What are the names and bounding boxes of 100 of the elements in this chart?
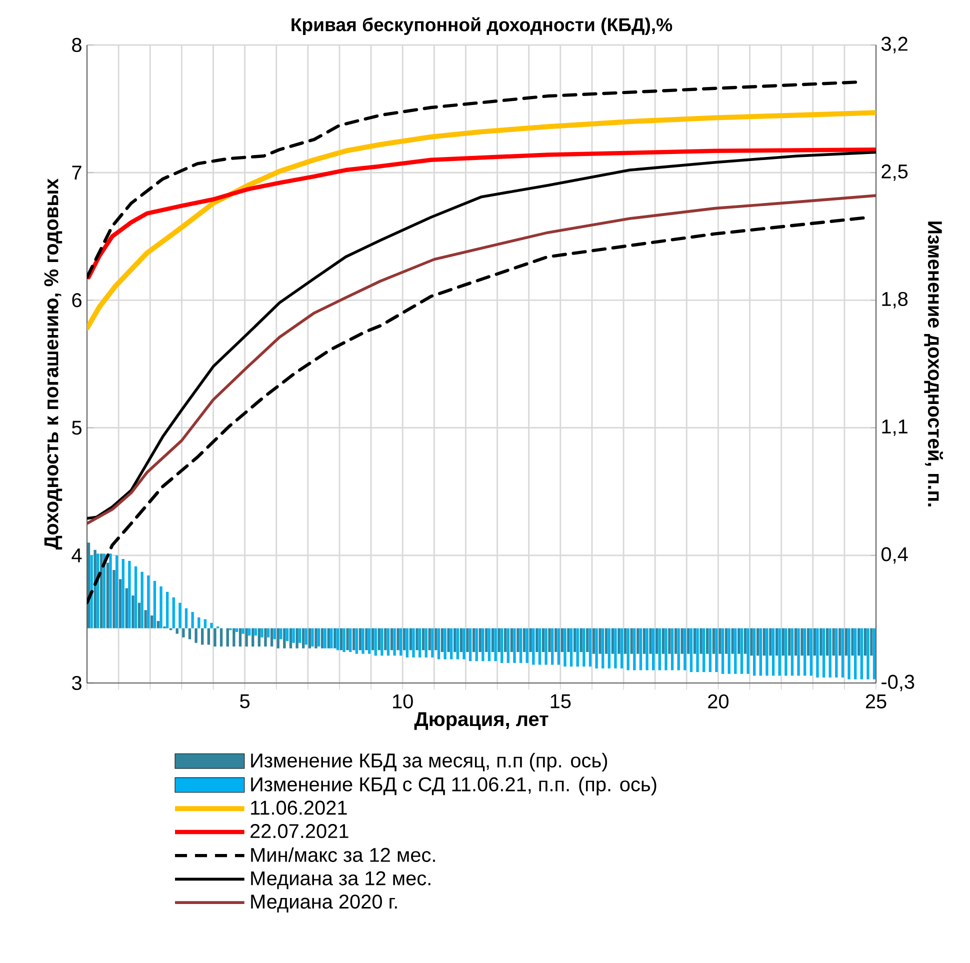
- bar: [468, 628, 472, 662]
- bar: [784, 628, 788, 676]
- bar: [437, 628, 440, 660]
- bar: [188, 628, 192, 640]
- bar: [431, 628, 434, 658]
- bar: [266, 628, 270, 638]
- bar: [706, 628, 709, 654]
- x-tick-label: 15: [550, 694, 571, 708]
- bar: [576, 628, 579, 667]
- bar: [498, 628, 500, 652]
- bar: [519, 628, 522, 663]
- bar: [242, 628, 244, 634]
- bar: [872, 628, 876, 680]
- bar: [296, 628, 298, 648]
- bar: [500, 628, 504, 663]
- bar: [462, 628, 466, 660]
- bar: [194, 628, 198, 643]
- y2-tick-label: 1,8: [882, 292, 908, 308]
- bar: [762, 628, 766, 656]
- bar: [355, 628, 358, 654]
- bar: [264, 628, 267, 647]
- bar: [160, 586, 162, 628]
- bar: [214, 628, 216, 647]
- bar: [690, 628, 693, 672]
- bar: [624, 628, 627, 654]
- bar: [604, 628, 608, 654]
- bar: [466, 628, 469, 652]
- y-tick-label: 8: [72, 38, 82, 52]
- bar: [731, 628, 734, 654]
- bar: [144, 610, 147, 628]
- bar: [712, 628, 715, 654]
- bar: [94, 550, 96, 628]
- bar: [510, 628, 513, 652]
- bar: [371, 628, 374, 650]
- bar: [542, 628, 545, 652]
- bar: [362, 628, 364, 654]
- bar: [756, 628, 760, 656]
- bar: [646, 628, 648, 670]
- bar: [252, 628, 254, 647]
- x-tick-label: 25: [866, 694, 886, 708]
- bar: [232, 628, 236, 647]
- bar: [778, 628, 781, 676]
- bar: [150, 616, 154, 628]
- bar: [658, 628, 662, 670]
- bar: [386, 628, 390, 656]
- bar: [317, 628, 320, 647]
- bar: [273, 628, 276, 640]
- bar: [693, 628, 696, 654]
- legend-label: Медиана 2020 г.: [251, 894, 397, 912]
- bar: [775, 628, 778, 656]
- bar: [207, 628, 210, 645]
- bar: [864, 628, 866, 656]
- bar: [582, 628, 586, 667]
- bar: [804, 628, 806, 676]
- bar: [418, 628, 422, 658]
- bar: [724, 628, 728, 654]
- y2-tick-label: 1,1: [882, 420, 908, 436]
- bar: [728, 628, 730, 674]
- bar: [132, 596, 134, 628]
- bar: [526, 628, 528, 663]
- bar: [620, 628, 624, 668]
- bar: [409, 628, 412, 650]
- y-tick-label: 7: [72, 166, 82, 180]
- bar: [482, 628, 484, 662]
- bar: [700, 628, 702, 654]
- bar: [460, 628, 462, 652]
- bar: [440, 628, 444, 652]
- y2-tick-label: -0,3: [882, 674, 914, 692]
- bar: [340, 628, 343, 650]
- bar: [813, 628, 816, 656]
- bar: [327, 628, 330, 648]
- bar: [608, 628, 611, 668]
- legend-label: 22.07.2021: [250, 824, 348, 838]
- bar: [450, 628, 453, 660]
- bar: [289, 628, 292, 648]
- bar: [734, 628, 737, 674]
- legend-label: 11.06.2021: [251, 800, 347, 815]
- bar: [488, 628, 491, 662]
- bar: [238, 628, 242, 647]
- bar: [336, 628, 340, 650]
- bar: [352, 628, 356, 650]
- bar: [580, 628, 582, 652]
- bar: [794, 628, 798, 656]
- bar: [592, 628, 596, 654]
- bar: [403, 628, 406, 650]
- bar: [115, 555, 118, 628]
- bar: [696, 628, 699, 672]
- bar: [393, 628, 396, 656]
- bar: [554, 628, 558, 652]
- bar: [662, 628, 664, 654]
- bar: [677, 628, 680, 670]
- bar: [184, 608, 188, 628]
- bar: [494, 628, 497, 662]
- bar: [125, 588, 128, 628]
- bar: [766, 628, 768, 676]
- bar: [816, 628, 819, 678]
- bar: [522, 628, 526, 652]
- bar: [118, 579, 122, 628]
- bar: [109, 554, 112, 628]
- bar: [753, 628, 756, 676]
